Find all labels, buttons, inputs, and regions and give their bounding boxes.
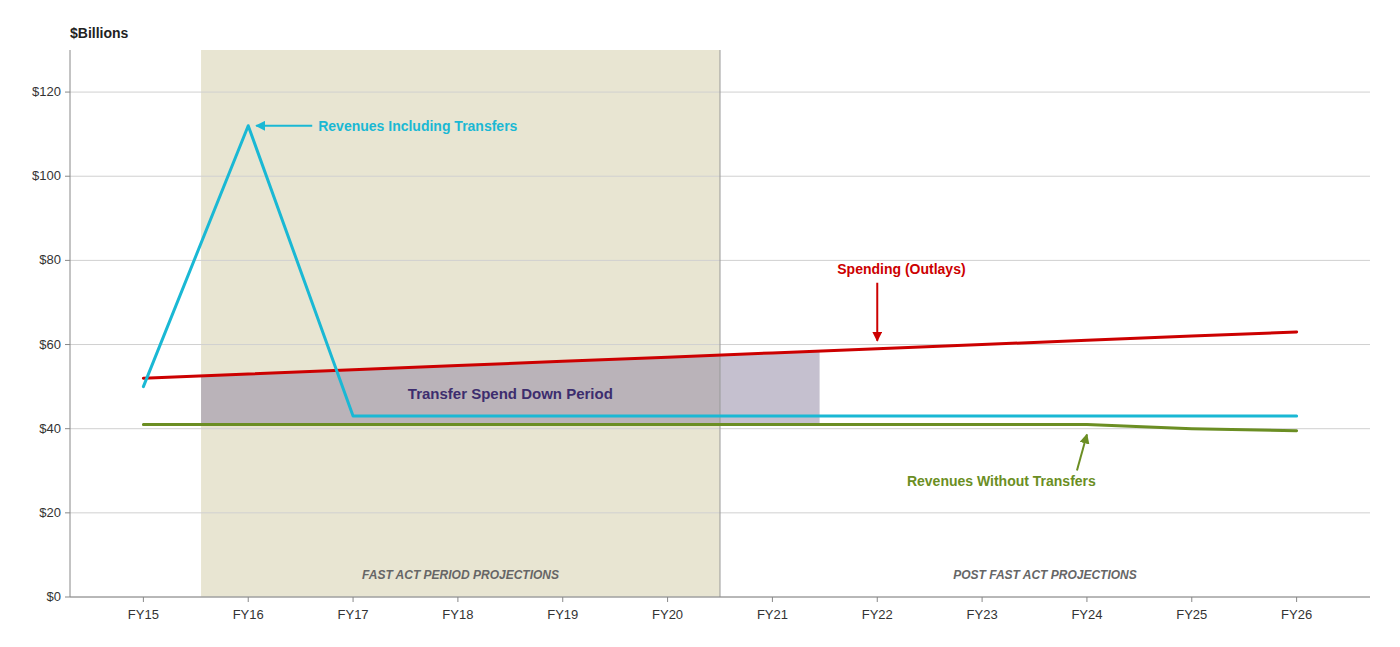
period-label: FAST ACT PERIOD PROJECTIONS <box>362 568 559 582</box>
x-tick <box>457 597 458 602</box>
x-axis-line <box>70 597 1370 598</box>
spend-down-label: Transfer Spend Down Period <box>408 385 613 402</box>
grid-line <box>70 597 1370 598</box>
x-tick <box>982 597 983 602</box>
y-tick-label: $80 <box>39 252 61 267</box>
chart: FY15 FY16 FY17 FY18 FY19 FY20 FY21 FY22 FY23 FY24… <box>0 0 1400 647</box>
x-tick-label: FY19 <box>547 607 578 622</box>
x-tick <box>353 597 354 602</box>
y-tick <box>65 176 70 177</box>
label-arrow <box>876 283 878 341</box>
labels: FAST ACT PERIOD PROJECTIONS POST FAST ACT… <box>256 118 1137 582</box>
y-axis-line <box>70 50 71 597</box>
x-tick-label: FY25 <box>1176 607 1207 622</box>
x-tick-label: FY26 <box>1281 607 1312 622</box>
x-tick-label: FY17 <box>338 607 369 622</box>
x-tick-label: FY23 <box>967 607 998 622</box>
y-tick-label: $120 <box>32 84 61 99</box>
divider <box>720 50 721 597</box>
x-tick <box>667 597 668 602</box>
y-tick-label: $0 <box>47 589 61 604</box>
x-tick <box>562 597 563 602</box>
x-tick-label: FY24 <box>1071 607 1102 622</box>
series-label: Revenues Without Transfers <box>907 473 1096 489</box>
series-line <box>143 424 1296 430</box>
x-tick-label: FY15 <box>128 607 159 622</box>
axes: FY15 FY16 FY17 FY18 FY19 FY20 FY21 FY22 FY23 FY24… <box>32 50 1370 622</box>
y-tick-label: $100 <box>32 168 61 183</box>
x-tick <box>1086 597 1087 602</box>
y-tick <box>65 92 70 93</box>
series-line <box>143 332 1296 378</box>
y-tick <box>65 344 70 345</box>
x-tick <box>1296 597 1297 602</box>
x-tick-label: FY21 <box>757 607 788 622</box>
y-tick <box>65 260 70 261</box>
x-tick-label: FY20 <box>652 607 683 622</box>
x-tick <box>1191 597 1192 602</box>
label-arrow <box>256 125 312 127</box>
series-label: Spending (Outlays) <box>837 261 965 277</box>
series-line <box>143 126 1296 416</box>
label-arrow <box>1077 434 1087 470</box>
x-tick-label: FY16 <box>233 607 264 622</box>
x-tick <box>772 597 773 602</box>
y-tick-label: $40 <box>39 421 61 436</box>
y-axis-label: $Billions <box>70 25 129 41</box>
x-tick <box>248 597 249 602</box>
period-label: POST FAST ACT PROJECTIONS <box>953 568 1137 582</box>
y-tick <box>65 512 70 513</box>
y-tick-label: $60 <box>39 337 61 352</box>
y-tick <box>65 428 70 429</box>
y-tick-label: $20 <box>39 505 61 520</box>
x-tick-label: FY22 <box>862 607 893 622</box>
x-tick <box>143 597 144 602</box>
x-tick <box>877 597 878 602</box>
plot-area <box>143 50 1296 597</box>
y-tick <box>65 597 70 598</box>
period-region <box>201 50 720 597</box>
regions <box>201 50 720 597</box>
series-label: Revenues Including Transfers <box>318 118 517 134</box>
x-tick-label: FY18 <box>442 607 473 622</box>
